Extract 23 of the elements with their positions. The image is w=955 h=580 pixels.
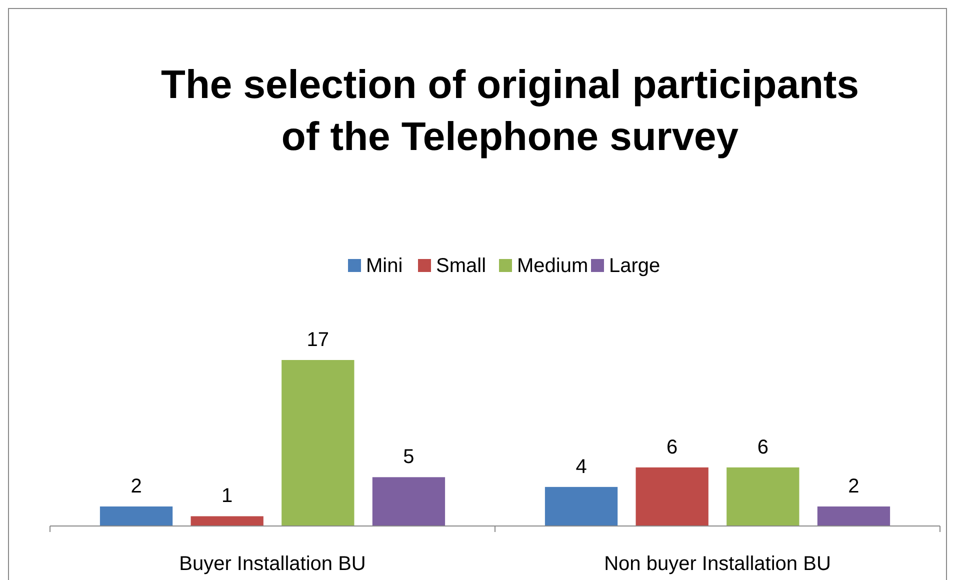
- chart-title: The selection of original participants of the Telephone survey: [161, 63, 859, 159]
- data-label: 4: [576, 456, 587, 478]
- legend-label: Large: [609, 255, 660, 277]
- data-label: 17: [306, 329, 330, 351]
- data-label: 2: [130, 475, 142, 498]
- legend-label: Medium: [517, 255, 588, 277]
- bar: [282, 360, 354, 526]
- bar: [636, 467, 708, 526]
- legend-label: Mini: [366, 255, 403, 277]
- data-label: 6: [757, 436, 768, 458]
- data-label: 2: [848, 475, 860, 498]
- bar: [100, 506, 173, 526]
- data-label: 6: [666, 436, 678, 458]
- bar: [817, 506, 890, 526]
- bar: [372, 477, 446, 526]
- bar: [726, 467, 800, 526]
- x-tick-label: Non buyer Installation BU: [604, 553, 831, 575]
- data-label: 5: [403, 446, 414, 468]
- legend-label: Small: [436, 255, 486, 277]
- bar: [190, 516, 264, 526]
- data-label: 1: [222, 485, 233, 508]
- x-tick-label: Buyer Installation BU: [179, 553, 366, 575]
- bar: [544, 486, 618, 526]
